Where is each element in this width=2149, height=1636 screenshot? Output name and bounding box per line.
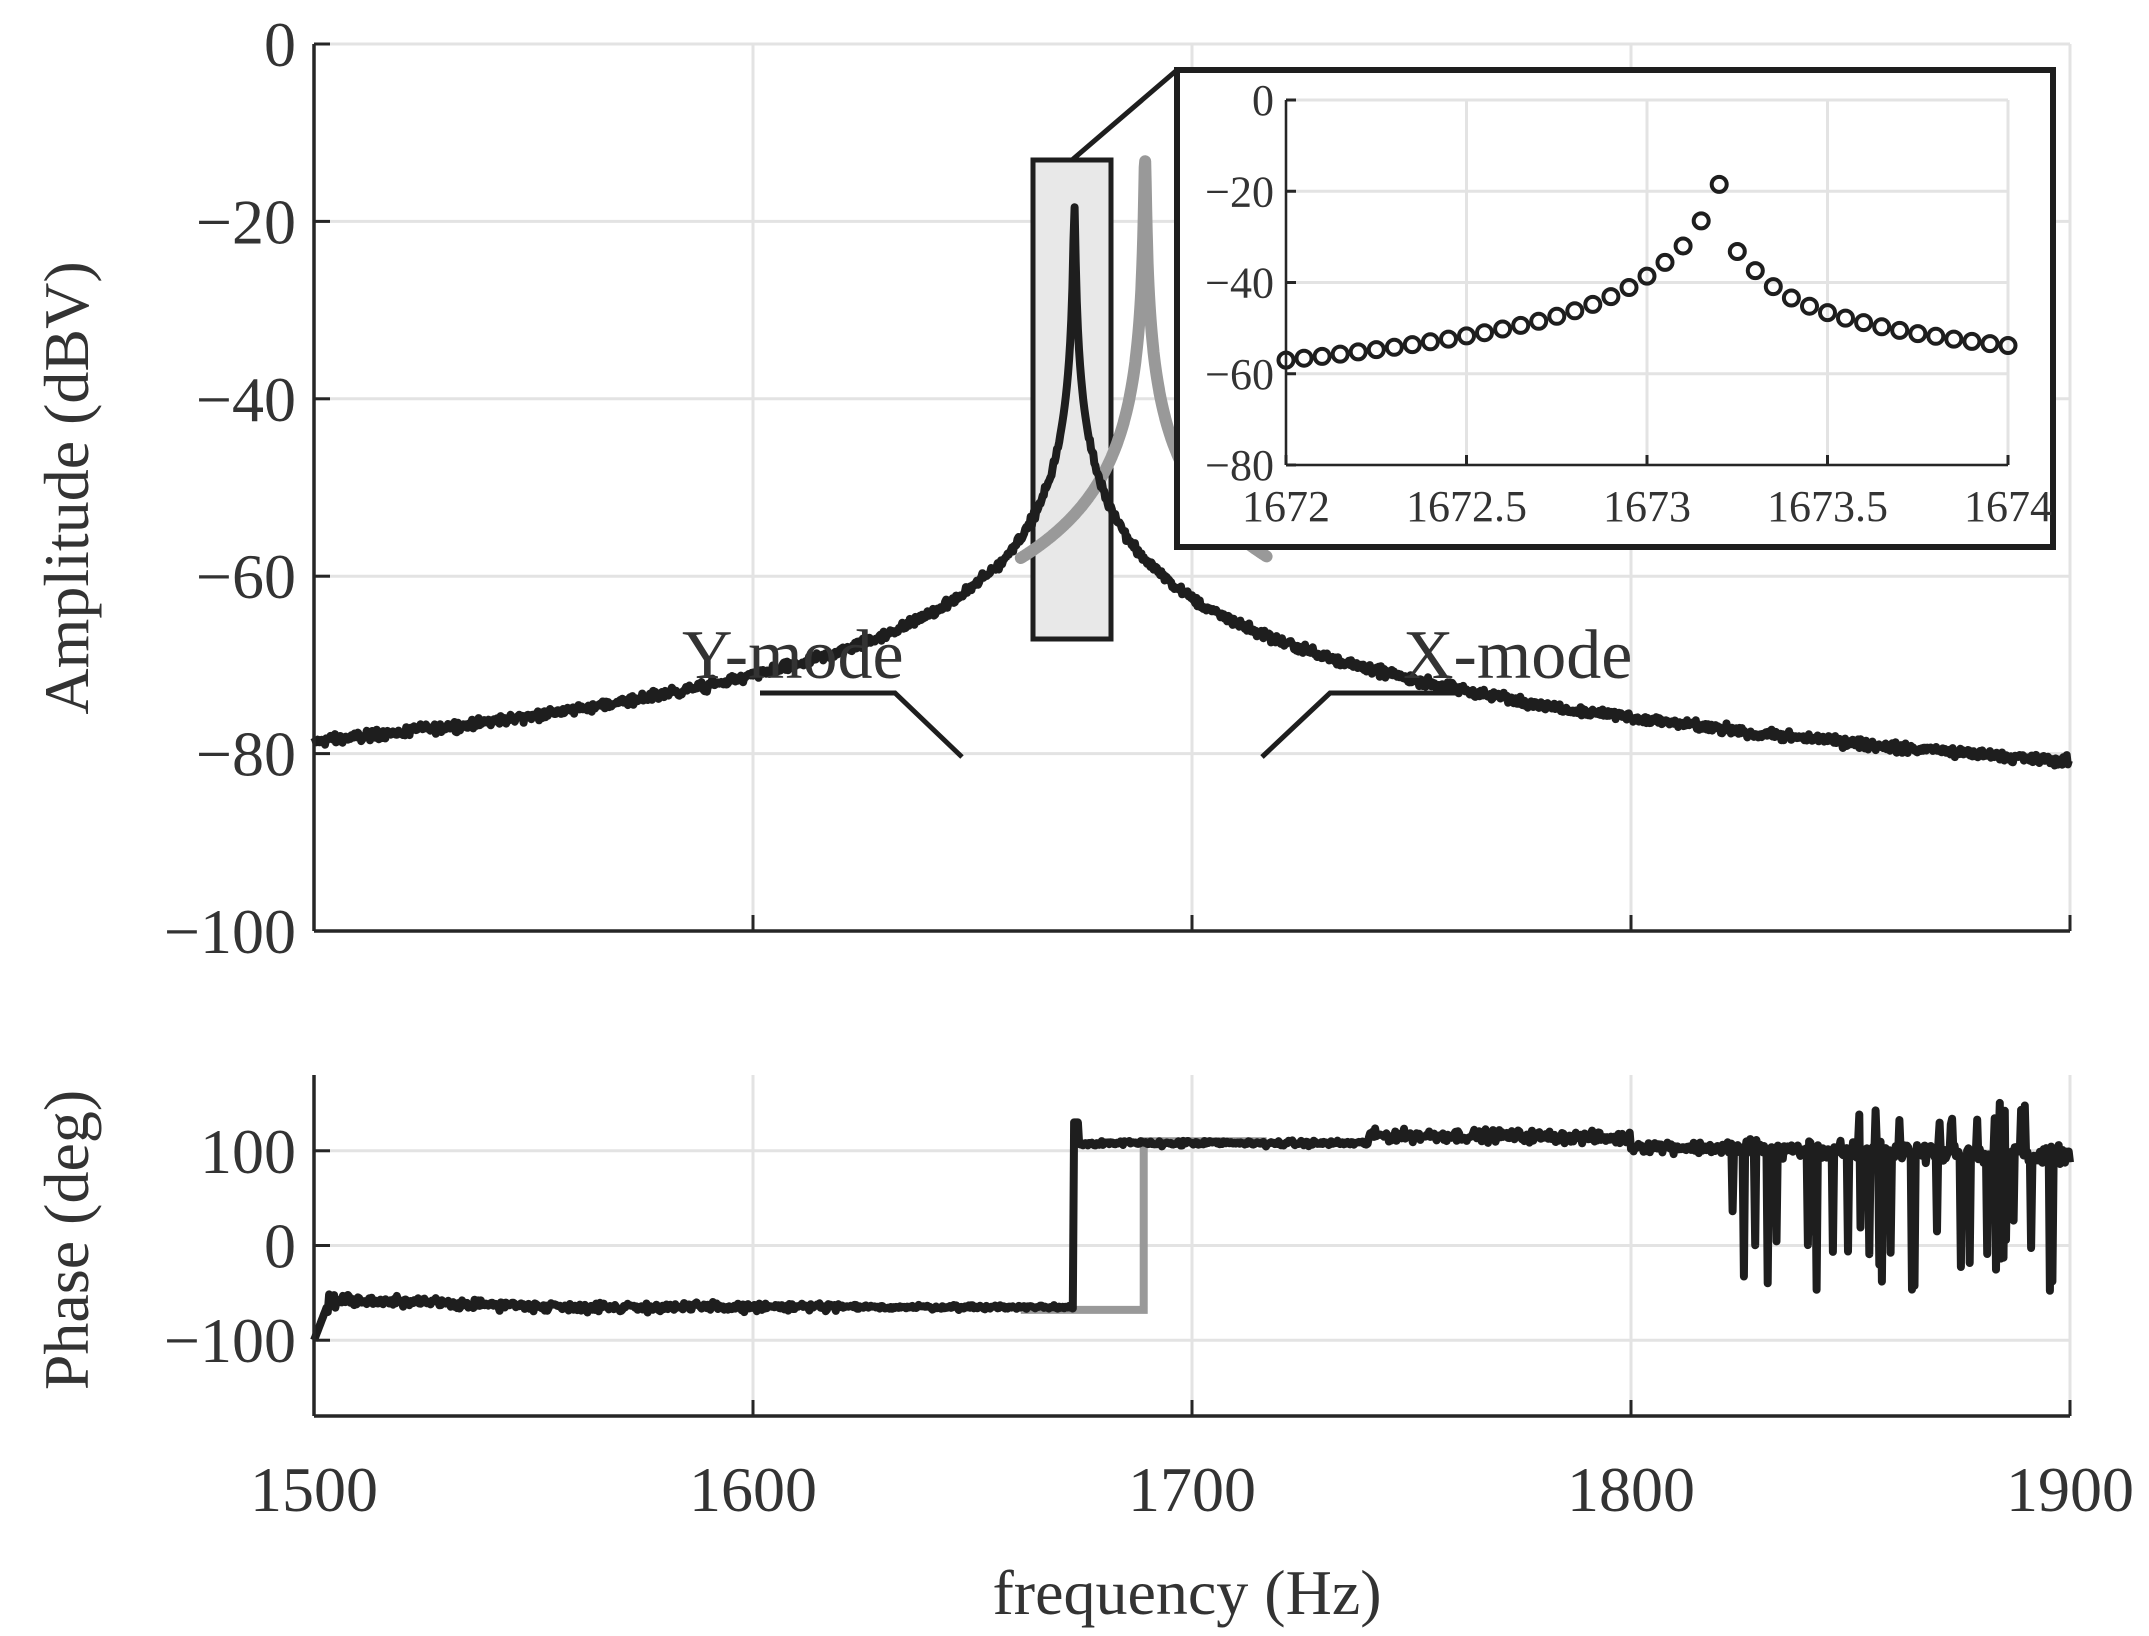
inset-point-7 <box>1402 335 1422 355</box>
inset-point-4 <box>1348 342 1368 362</box>
amplitude-y-ticks: 0 −20 −40 −60 −80 −100 <box>164 9 330 967</box>
inset-point-20 <box>1637 266 1657 286</box>
amplitude-panel: 0 −20 −40 −60 −80 −100 Amplitude (dBV) Y-mode… <box>31 9 2073 967</box>
inset-point-10 <box>1457 326 1476 346</box>
inset-point-36 <box>1926 326 1946 346</box>
inset-point-21 <box>1655 252 1675 272</box>
inset-point-25 <box>1727 242 1747 261</box>
inset-point-29 <box>1800 296 1819 316</box>
phase-series <box>310 1098 2074 1342</box>
inset-point-31 <box>1836 308 1855 328</box>
inset-point-18 <box>1601 287 1621 307</box>
phase-ytick-label-1: 0 <box>264 1211 296 1282</box>
inset-point-33 <box>1872 317 1892 337</box>
y-mode-annotation: Y-mode <box>682 617 964 759</box>
inset-ytick-label-0: 0 <box>1252 76 1274 125</box>
amplitude-y-axis-label: Amplitude (dBV) <box>31 261 102 714</box>
inset-point-1 <box>1294 348 1314 368</box>
inset-point-19 <box>1619 278 1639 297</box>
inset-point-27 <box>1763 277 1783 297</box>
y-mode-pointer <box>760 690 964 759</box>
inset-point-11 <box>1475 323 1494 343</box>
inset-xtick-label-4: 1674 <box>1964 482 2052 531</box>
inset-point-40 <box>1998 336 2018 355</box>
amplitude-x-ticks <box>312 915 2072 931</box>
inset-panel: 0 −20 −40 −60 −80 1672 1672.5 1673 1673.5 1674 <box>1174 67 2056 550</box>
inset-point-17 <box>1583 294 1603 314</box>
amplitude-ytick-label-2: −40 <box>196 364 296 435</box>
inset-point-2 <box>1312 346 1332 366</box>
inset-point-14 <box>1529 311 1549 331</box>
inset-point-39 <box>1980 334 2000 354</box>
inset-xtick-label-0: 1672 <box>1242 482 1330 531</box>
inset-frame <box>1174 67 2056 550</box>
inset-point-15 <box>1547 306 1567 326</box>
phase-xtick-label-0: 1500 <box>250 1454 378 1525</box>
amplitude-ytick-label-0: 0 <box>264 9 296 80</box>
inset-point-26 <box>1745 261 1765 281</box>
phase-xtick-label-4: 1900 <box>2006 1454 2134 1525</box>
x-mode-label: X-mode <box>1403 617 1632 694</box>
inset-xtick-label-2: 1673 <box>1603 482 1691 531</box>
inset-point-9 <box>1439 329 1458 349</box>
zoom-connector-line <box>1070 68 1179 162</box>
inset-point-38 <box>1962 331 1982 351</box>
inset-point-34 <box>1890 320 1910 340</box>
phase-y-ticks: 100 0 −100 <box>164 1116 330 1376</box>
inset-ytick-label-1: −20 <box>1205 167 1274 216</box>
inset-ytick-label-3: −60 <box>1205 350 1274 399</box>
phase-x-mode-line <box>1020 1137 1267 1314</box>
phase-xtick-label-3: 1800 <box>1567 1454 1695 1525</box>
inset-point-5 <box>1366 340 1386 360</box>
phase-x-ticks: 1500 1600 1700 1800 1900 <box>250 1400 2134 1525</box>
inset-point-0 <box>1276 350 1296 370</box>
inset-point-28 <box>1781 288 1801 308</box>
inset-point-24 <box>1709 174 1729 194</box>
x-mode-pointer <box>1260 690 1458 759</box>
inset-ytick-label-2: −40 <box>1205 259 1274 308</box>
inset-point-35 <box>1908 324 1928 344</box>
phase-xtick-label-1: 1600 <box>689 1454 817 1525</box>
inset-x-ticks: 1672 1672.5 1673 1673.5 1674 <box>1242 455 2052 531</box>
inset-point-37 <box>1944 329 1964 349</box>
inset-point-30 <box>1818 303 1837 323</box>
amplitude-ytick-label-3: −60 <box>196 541 296 612</box>
amplitude-ytick-label-1: −20 <box>196 186 296 257</box>
inset-point-3 <box>1330 344 1350 364</box>
inset-ytick-label-4: −80 <box>1205 441 1274 490</box>
phase-ytick-label-2: −100 <box>164 1305 296 1376</box>
phase-ytick-label-0: 100 <box>200 1116 296 1187</box>
x-axis-label: frequency (Hz) <box>992 1557 1381 1628</box>
inset-point-13 <box>1511 315 1531 335</box>
phase-y-mode-line <box>310 1098 2074 1342</box>
inset-point-23 <box>1691 211 1711 231</box>
inset-point-12 <box>1493 319 1513 339</box>
phase-panel: 100 0 −100 1500 1600 1700 1800 1900 Phase (deg… <box>31 1075 2134 1628</box>
phase-y-axis-label: Phase (deg) <box>31 1090 102 1390</box>
inset-point-16 <box>1565 301 1585 321</box>
inset-xtick-label-1: 1672.5 <box>1406 482 1527 531</box>
inset-data-points <box>1276 174 2018 370</box>
inset-point-6 <box>1384 337 1404 357</box>
inset-y-ticks: 0 −20 −40 −60 −80 <box>1205 76 1296 490</box>
inset-point-32 <box>1854 313 1874 333</box>
y-mode-label: Y-mode <box>682 617 904 694</box>
amplitude-y-mode-line <box>310 203 2073 770</box>
inset-point-8 <box>1420 332 1440 352</box>
x-mode-annotation: X-mode <box>1260 617 1632 759</box>
phase-grid <box>312 1075 2072 1416</box>
amplitude-ytick-label-4: −80 <box>196 719 296 790</box>
inset-xtick-label-3: 1673.5 <box>1767 482 1888 531</box>
inset-point-22 <box>1673 236 1693 256</box>
amplitude-ytick-label-5: −100 <box>164 896 296 967</box>
phase-xtick-label-2: 1700 <box>1128 1454 1256 1525</box>
